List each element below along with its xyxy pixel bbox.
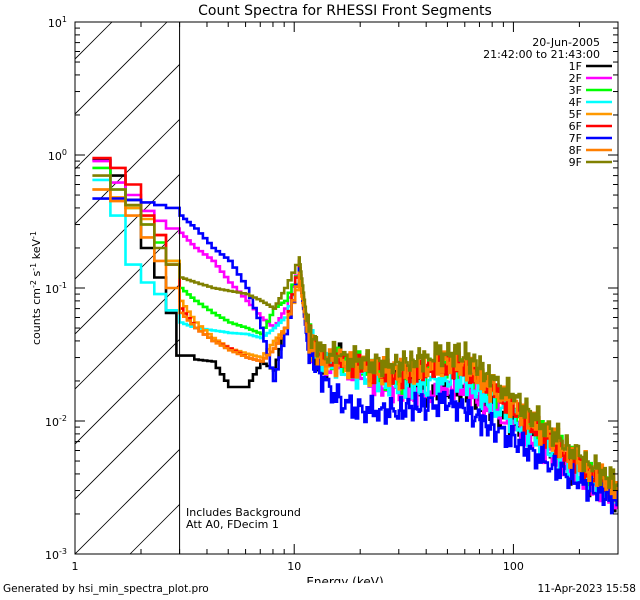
legend-label-3F: 3F xyxy=(569,84,582,97)
legend-label-6F: 6F xyxy=(569,120,582,133)
series-9F xyxy=(92,174,618,492)
x-tick-label: 1 xyxy=(72,560,79,573)
chart-title: Count Spectra for RHESSI Front Segments xyxy=(198,3,492,19)
plot-frame xyxy=(74,21,619,555)
x-tick-label: 100 xyxy=(503,560,524,573)
timestamp-footer: 11-Apr-2023 15:58 xyxy=(537,583,636,595)
y-tick-label: 10-2 xyxy=(45,414,67,429)
legend-label-2F: 2F xyxy=(569,72,582,85)
y-tick-label: 10-3 xyxy=(45,547,67,562)
background-note: Includes Background xyxy=(186,506,301,519)
attenuator-note: Att A0, FDecim 1 xyxy=(186,518,279,531)
legend-label-5F: 5F xyxy=(569,108,582,121)
y-tick-label: 10-1 xyxy=(45,281,67,296)
hatch-line xyxy=(75,228,180,335)
y-axis-label: counts cm-2 s-1 keV-1 xyxy=(29,231,43,345)
legend-label-9F: 9F xyxy=(569,156,582,169)
hatched-region xyxy=(0,22,640,554)
generated-by-footer: Generated by hsi_min_spectra_plot.pro xyxy=(3,583,209,595)
x-tick-label: 10 xyxy=(287,560,301,573)
legend-label-8F: 8F xyxy=(569,144,582,157)
hatch-line xyxy=(75,63,180,170)
hatch-line xyxy=(0,22,2,554)
hatch-line xyxy=(75,393,180,500)
legend-label-4F: 4F xyxy=(569,96,582,109)
legend-label-1F: 1F xyxy=(569,60,582,73)
spectrum-chart: Count Spectra for RHESSI Front Segments … xyxy=(0,3,640,583)
hatch-line xyxy=(75,448,180,554)
time-range-label: 21:42:00 to 21:43:00 xyxy=(483,48,600,61)
y-tick-label: 101 xyxy=(48,15,67,30)
x-axis-label: Energy (keV) xyxy=(306,575,383,583)
axes: 1 10 100 10-3 10-2 10-1 100 101 xyxy=(45,15,619,573)
hatch-line xyxy=(75,22,168,115)
series-layer xyxy=(92,156,618,515)
legend-label-7F: 7F xyxy=(569,132,582,145)
hatch-line xyxy=(625,22,640,554)
date-label: 20-Jun-2005 xyxy=(532,36,600,49)
y-tick-label: 100 xyxy=(48,148,67,163)
